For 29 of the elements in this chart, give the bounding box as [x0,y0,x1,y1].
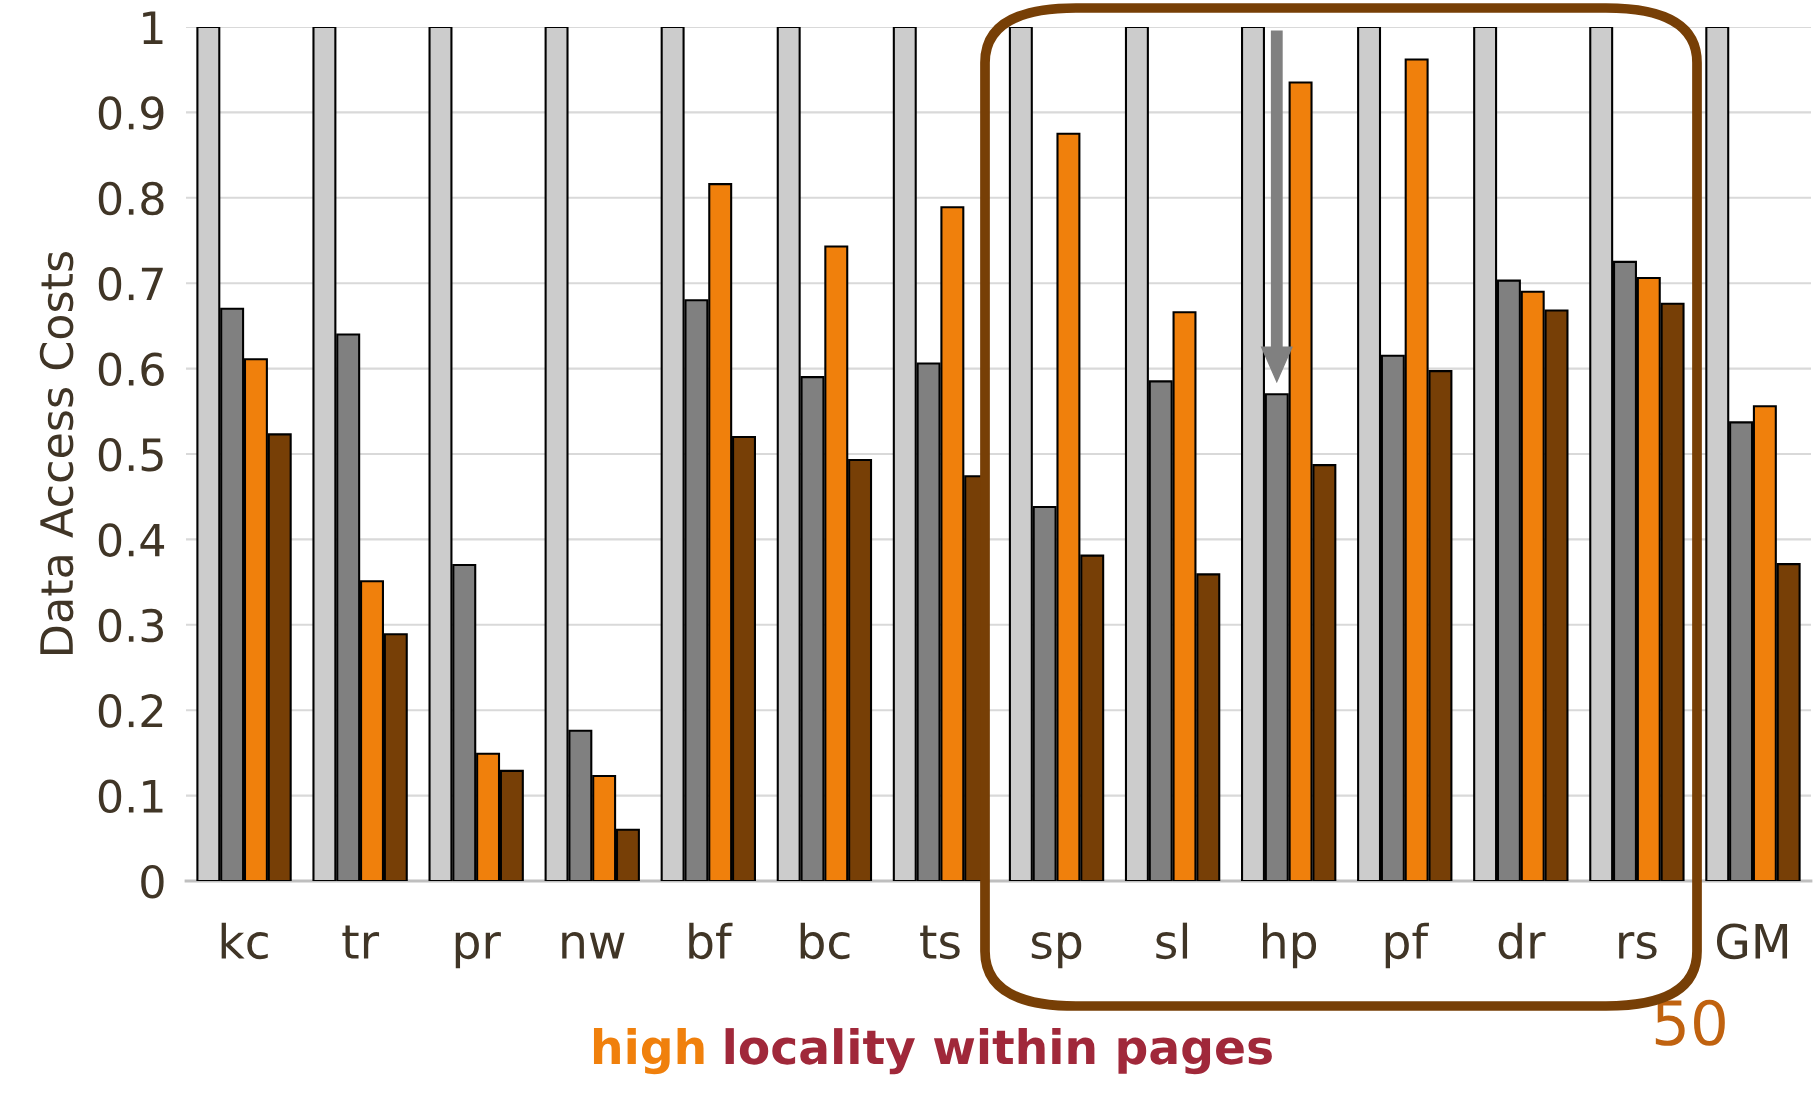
y-tick-label: 0.1 [98,779,163,814]
y-axis-title: Data Access Costs [39,251,74,654]
x-tick-label: hp [1263,922,1317,969]
x-tick-label: GM [1716,923,1788,960]
text: high [593,1028,704,1075]
x-tick-label: tr [342,925,380,959]
x-tick-label: rs [1619,932,1657,960]
x-tick-label: pf [1385,922,1429,969]
y-tick-label: 0.4 [98,523,165,557]
x-tick-label: kc [221,922,268,960]
y-tick-label: 0.6 [98,352,164,387]
y-tick-label: 1 [143,11,163,44]
text: locality within pages [725,1028,1272,1075]
x-tick-label: dr [1498,922,1546,960]
y-tick-label: 0.3 [98,608,163,643]
y-tick-label: 0.5 [98,437,163,472]
y-tick-label: 0.8 [98,181,164,216]
y-tick-label: 0.9 [98,96,164,130]
y-tick-label: 0.7 [98,267,163,301]
x-tick-label: bc [800,922,850,960]
y-tick-label: 0.2 [98,694,163,728]
x-tick-label: sl [1156,922,1188,960]
x-tick-label: pr [455,932,501,969]
text: 50 [1655,999,1725,1046]
x-tick-label: nw [562,932,625,959]
x-tick-label: bf [689,922,733,960]
y-tick-label: 0 [141,864,164,899]
x-tick-label: ts [920,925,960,960]
x-tick-label: sp [1031,932,1082,969]
